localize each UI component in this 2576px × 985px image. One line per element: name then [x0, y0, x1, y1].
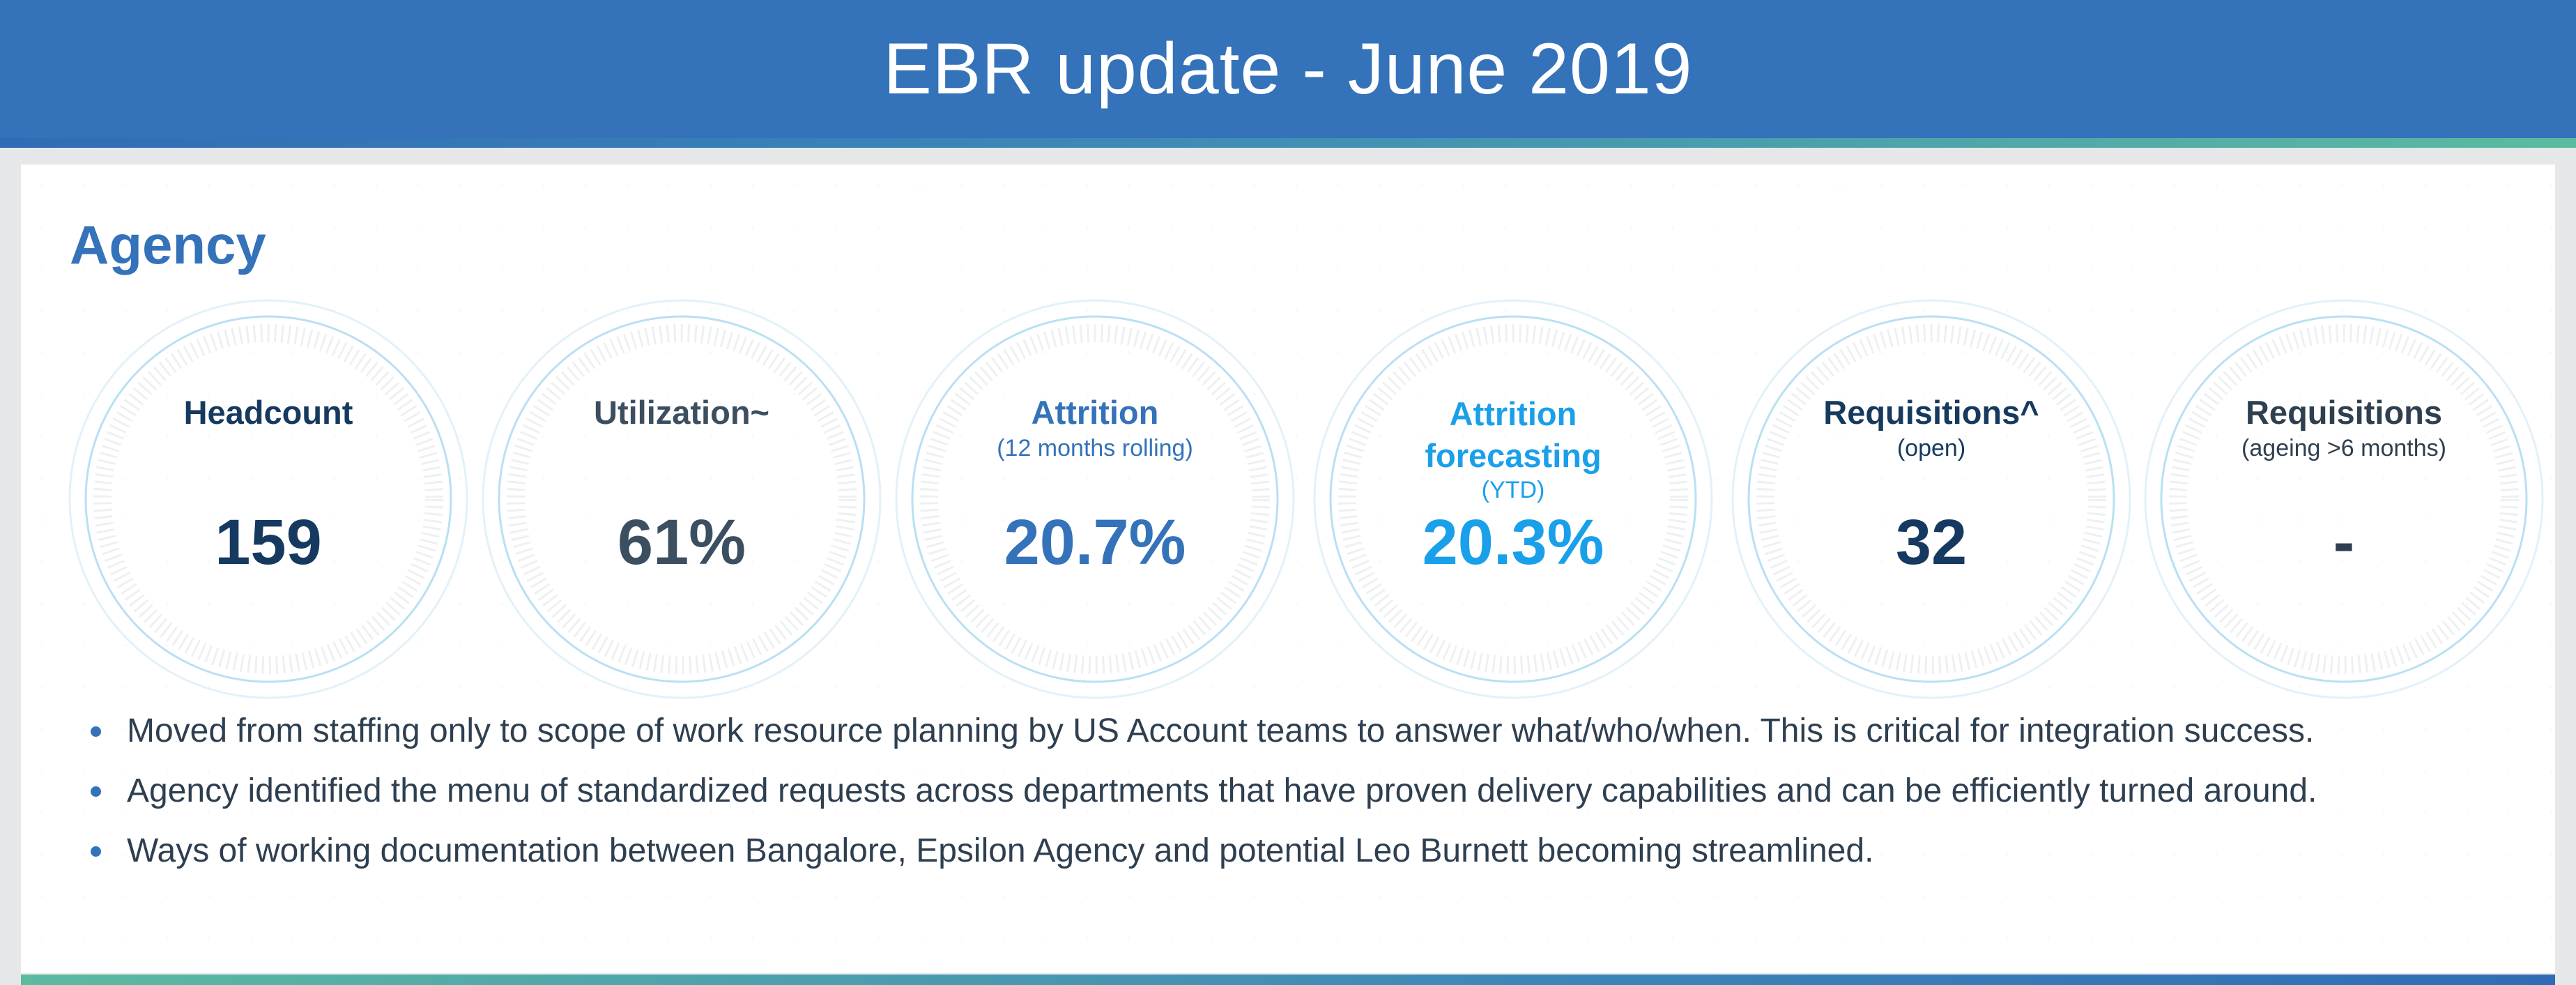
bullet-icon — [91, 726, 101, 737]
kpi-ring-icon — [482, 299, 882, 699]
kpi-label: Attrition — [1031, 394, 1159, 431]
kpi-value: 20.7% — [1004, 507, 1186, 578]
kpi-value: 32 — [1895, 507, 1968, 578]
kpi-label: Requisitions^ — [1823, 394, 2039, 431]
bullet-icon — [91, 846, 101, 857]
kpi-sublabel: (12 months rolling) — [997, 435, 1193, 461]
kpi-utilization: Utilization~ 61% — [480, 297, 884, 701]
bullet-text: Moved from staffing only to scope of wor… — [127, 712, 2315, 749]
kpi-ring-icon — [1313, 299, 1713, 699]
content-panel: Agency Headcount 159 Utilization~ 61% — [21, 165, 2555, 973]
kpi-requisitions-ageing: Requisitions (ageing >6 months) - — [2142, 297, 2546, 701]
footer-accent-stripe — [21, 975, 2555, 985]
kpi-sublabel: (YTD) — [1481, 477, 1545, 503]
kpi-attrition: Attrition (12 months rolling) 20.7% — [893, 297, 1297, 701]
header-accent-stripe — [0, 138, 2576, 148]
kpi-value: 159 — [215, 507, 322, 578]
kpi-label: Attrition forecasting — [1425, 395, 1602, 474]
kpi-ring-icon — [895, 299, 1295, 699]
kpi-attrition-forecasting: Attrition forecasting (YTD) 20.3% — [1311, 297, 1715, 701]
bullet-icon — [91, 786, 101, 797]
section-title: Agency — [70, 214, 266, 275]
kpi-sublabel: (ageing >6 months) — [2241, 435, 2446, 461]
bullet-list: Moved from staffing only to scope of wor… — [84, 701, 2523, 881]
list-item: Ways of working documentation between Ba… — [84, 821, 2523, 881]
kpi-headcount: Headcount 159 — [66, 297, 470, 701]
kpi-requisitions-open: Requisitions^ (open) 32 — [1729, 297, 2133, 701]
header-bar: EBR update - June 2019 — [0, 0, 2576, 138]
kpi-label: Headcount — [183, 394, 353, 431]
kpi-value: 61% — [617, 507, 746, 578]
kpi-row: Headcount 159 Utilization~ 61% Attrition… — [21, 297, 2555, 701]
kpi-label: Utilization~ — [594, 394, 769, 431]
list-item: Moved from staffing only to scope of wor… — [84, 701, 2523, 761]
kpi-ring-icon — [2144, 299, 2544, 699]
kpi-label: Requisitions — [2245, 394, 2443, 431]
list-item: Agency identified the menu of standardiz… — [84, 761, 2523, 821]
kpi-value: 20.3% — [1422, 507, 1604, 578]
bullet-text: Ways of working documentation between Ba… — [127, 832, 1874, 869]
kpi-ring-icon — [1731, 299, 2131, 699]
kpi-value: - — [2333, 507, 2355, 578]
bullet-text: Agency identified the menu of standardiz… — [127, 772, 2317, 809]
kpi-ring-icon — [68, 299, 468, 699]
kpi-sublabel: (open) — [1896, 435, 1966, 461]
page-title: EBR update - June 2019 — [883, 28, 1693, 109]
page-margin — [2555, 148, 2576, 985]
